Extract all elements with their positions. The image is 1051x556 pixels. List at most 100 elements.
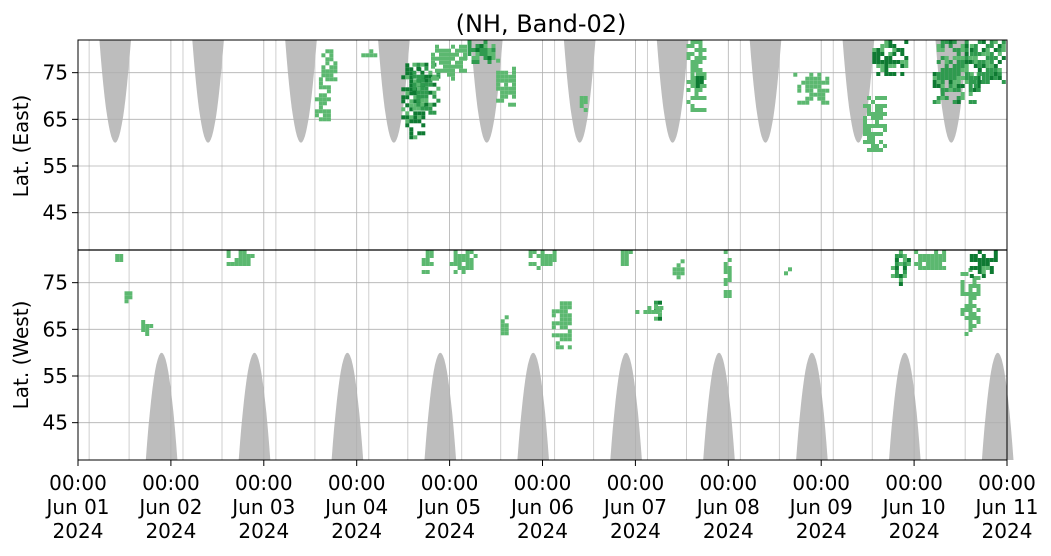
data-cell-14-52 [952,72,957,76]
data-cell-13-25 [876,60,881,64]
data-cell-6-1 [483,40,488,44]
data-cluster-east-10 [695,72,704,88]
data-cluster-east-6 [463,40,496,64]
data-cell-7-0 [496,58,501,63]
data-cell-20-9 [421,270,426,274]
x-tick-label-line-3-1: Jun 04 [323,495,388,519]
data-cell-18-5 [145,328,150,332]
data-cell-21-4 [457,254,462,258]
data-cell-1-8 [321,65,326,70]
data-cell-21-6 [465,254,470,258]
data-cell-12-9 [883,104,887,108]
data-cell-23-12 [548,258,553,262]
data-cell-32-13 [930,258,935,262]
data-cell-34-22 [977,270,982,274]
data-cell-8-0 [579,96,584,100]
data-cell-31-17 [894,274,899,278]
data-cell-19-13 [230,262,235,266]
data-cell-32-8 [938,254,943,258]
data-cell-29-12 [727,290,732,294]
data-cell-7-26 [508,90,513,95]
data-cell-22-5 [504,327,509,332]
data-cell-33-11 [960,288,965,292]
data-cell-23-13 [552,258,557,262]
data-cell-17-4 [124,299,129,304]
data-cell-24-2 [567,301,572,306]
y-tick-label-west-1: 65 [43,317,68,341]
data-cell-22-1 [500,319,505,324]
data-cell-14-100 [944,96,949,100]
data-cell-4-9 [428,70,433,75]
data-cell-6-14 [467,52,472,56]
data-cell-5-38 [435,68,439,73]
data-cell-3-1 [405,67,410,72]
data-cell-32-16 [942,258,947,262]
data-cell-24-21 [567,321,572,326]
data-cell-13-22 [888,56,893,60]
data-cell-11-5 [813,76,818,81]
data-cell-5-32 [431,64,435,69]
data-cell-19-10 [242,258,247,262]
data-cell-5-41 [447,68,451,73]
data-cell-13-35 [884,64,889,68]
data-cell-33-38 [968,324,973,328]
data-cell-5-24 [459,56,463,61]
data-cell-4-1 [416,62,421,67]
data-cell-19-3 [226,254,231,258]
data-cell-27-4 [643,310,648,314]
data-cell-5-4 [435,48,439,53]
data-cell-3-59 [417,131,422,136]
data-cell-11-11 [813,80,818,85]
data-cell-19-12 [226,262,231,266]
data-cell-0-14 [318,105,323,110]
data-cell-14-107 [968,100,973,104]
data-cell-12-32 [883,128,887,132]
data-cell-15-39 [985,64,990,68]
data-cell-32-22 [938,262,943,266]
data-cell-34-4 [981,254,986,258]
data-cell-32-23 [918,266,923,270]
data-cell-13-9 [880,48,885,52]
data-cell-21-14 [453,262,458,266]
data-cell-7-32 [500,98,505,103]
data-cell-3-26 [401,95,406,100]
data-cell-11-0 [793,72,798,77]
data-cell-15-8 [989,44,994,48]
data-cell-4-42 [416,98,421,103]
data-cell-13-41 [884,68,889,72]
data-cell-33-2 [964,272,969,276]
data-cell-9-12 [686,56,691,60]
data-cell-14-63 [956,76,961,80]
data-cell-14-40 [940,68,945,72]
data-cell-21-12 [469,258,474,262]
data-cell-32-25 [926,266,931,270]
data-cell-28-4 [680,267,685,272]
data-cell-18-0 [141,320,146,324]
data-cell-0-0 [318,77,323,82]
no-data-region-east-4 [471,40,503,143]
data-cell-14-78 [932,84,937,88]
data-cell-3-6 [401,75,406,80]
data-cell-11-15 [797,84,802,89]
data-cell-12-38 [867,136,871,140]
data-cell-7-22 [508,86,513,91]
data-cell-15-7 [985,44,990,48]
data-cell-21-16 [465,262,470,266]
x-tick-label-line-5-0: 00:00 [514,471,572,495]
x-tick-label-5: 00:00 Jun 06 2024 [509,471,574,543]
data-cell-4-43 [420,98,425,103]
data-cell-9-30 [702,76,707,80]
data-cell-34-0 [977,250,982,254]
data-cell-9-22 [694,68,699,72]
data-cell-14-42 [948,68,953,72]
data-cell-12-21 [879,116,883,120]
data-cell-24-27 [555,333,560,338]
data-cell-34-24 [989,270,994,274]
data-cell-15-65 [1001,80,1006,84]
data-cell-24-19 [559,321,564,326]
data-cell-33-34 [972,316,977,320]
data-cell-3-30 [401,99,406,104]
data-cell-15-19 [973,52,978,56]
data-cell-0-12 [318,101,323,106]
data-cell-18-2 [145,324,150,328]
